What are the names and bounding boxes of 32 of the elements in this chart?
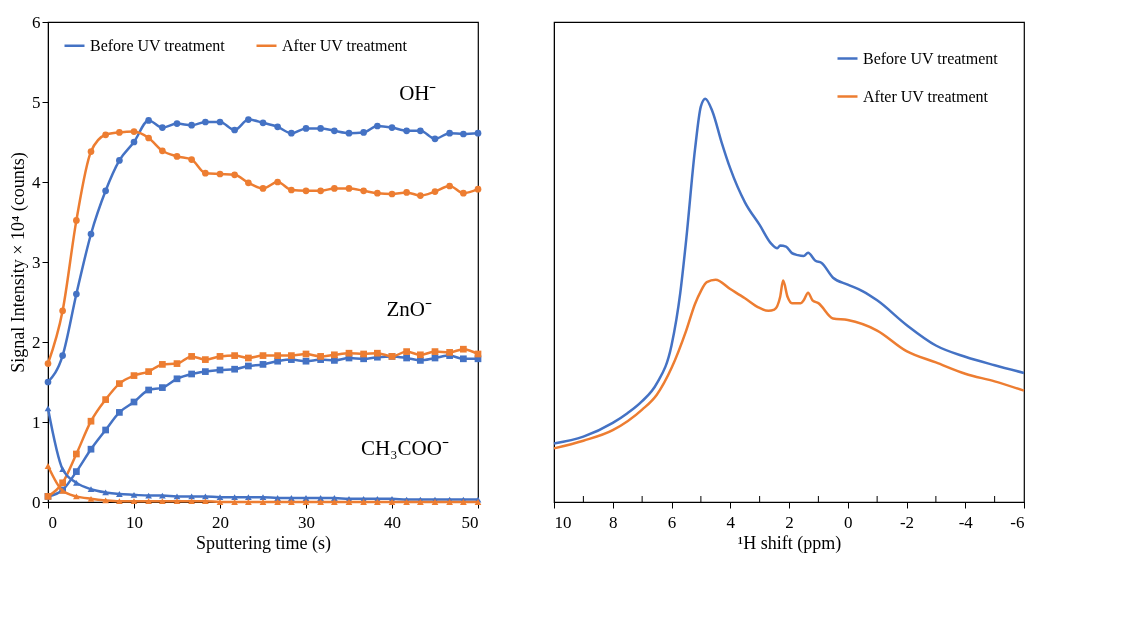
x-tick-label: 8 xyxy=(609,512,618,532)
x-tick-label: 0 xyxy=(48,512,57,532)
x-tick-label: 30 xyxy=(298,512,315,532)
y-tick-label: 6 xyxy=(32,12,41,32)
y-tick-label: 3 xyxy=(32,252,41,272)
x-tick-label: 10 xyxy=(126,512,143,532)
x-tick-label: 4 xyxy=(726,512,736,532)
x-tick-label: -2 xyxy=(899,512,915,532)
x-tick-label: 20 xyxy=(212,512,229,532)
annotation: ZnO⁻ xyxy=(386,296,432,321)
annotation: OH⁻ xyxy=(399,80,437,105)
y-tick-label: 5 xyxy=(32,92,41,112)
legend-label: Before UV treatment xyxy=(90,36,226,54)
y-tick-label: 0 xyxy=(32,492,41,512)
y-tick-label: 2 xyxy=(32,332,41,352)
legend-label: Before UV treatment xyxy=(863,49,999,67)
x-axis-title: Sputtering time (s) xyxy=(196,532,331,554)
legend-label: After UV treatment xyxy=(282,36,408,54)
x-tick-label: -6 xyxy=(1010,512,1025,532)
x-tick-label: 0 xyxy=(844,512,853,532)
y-tick-label: 1 xyxy=(32,412,41,432)
y-axis-title: Signal Intensity × 10⁴ (counts) xyxy=(8,152,29,373)
legend-label: After UV treatment xyxy=(863,87,989,105)
x-tick-label: 10 xyxy=(554,512,572,532)
y-tick-label: 4 xyxy=(32,172,41,192)
x-tick-label: -4 xyxy=(958,512,974,532)
x-tick-label: 50 xyxy=(461,512,479,532)
x-tick-label: 2 xyxy=(785,512,794,532)
x-axis-title: ¹H shift (ppm) xyxy=(737,532,842,554)
x-tick-label: 6 xyxy=(667,512,677,532)
annotation: CH₃COO⁻ xyxy=(360,435,449,460)
x-tick-label: 40 xyxy=(384,512,401,532)
